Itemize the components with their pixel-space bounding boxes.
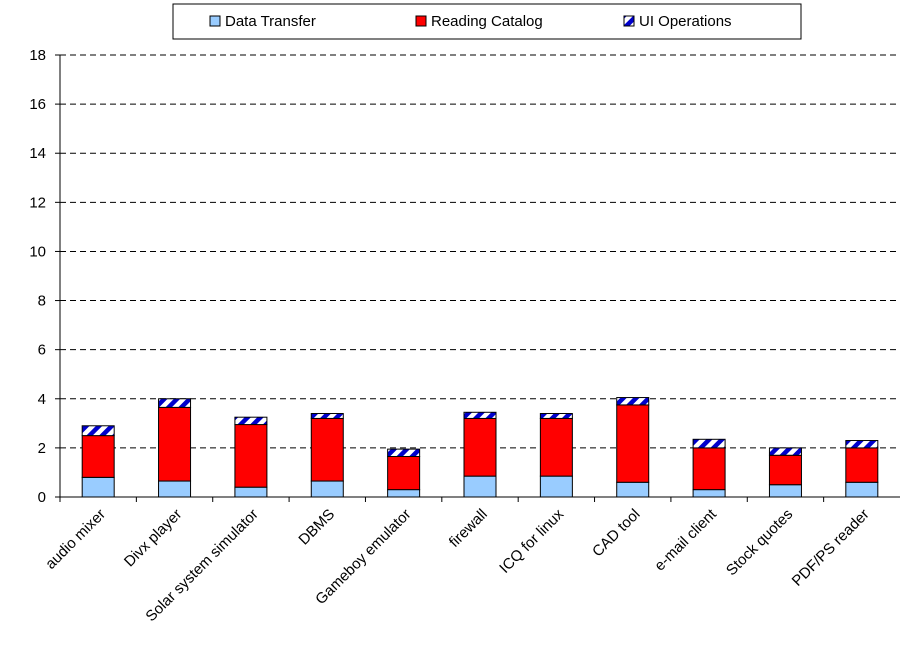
bar-segment-reading-catalog-2 <box>234 424 268 488</box>
axes <box>59 55 900 498</box>
x-category-label: firewall <box>446 506 491 551</box>
y-tick-label: 18 <box>29 47 46 64</box>
y-tick-label: 14 <box>29 145 46 162</box>
bar-segment-ui-operations-8 <box>692 438 726 449</box>
x-category-label: DBMS <box>295 506 338 549</box>
x-category-label: audio mixer <box>42 506 109 573</box>
bar-segment-ui-operations-3 <box>310 413 344 419</box>
y-tick-label: 10 <box>29 243 46 260</box>
bar-segment-data-transfer-6 <box>539 475 573 498</box>
bar-segment-ui-operations-10 <box>845 440 879 449</box>
bar-segment-data-transfer-3 <box>310 480 344 498</box>
legend-label: Data Transfer <box>225 13 316 30</box>
bar-segment-data-transfer-8 <box>692 489 726 498</box>
bar-segment-data-transfer-9 <box>768 484 802 498</box>
bar-segment-ui-operations-1 <box>158 398 192 408</box>
legend-swatch-data-transfer <box>209 15 221 27</box>
x-category-label: ICQ for linux <box>496 505 567 576</box>
bar-segment-data-transfer-2 <box>234 486 268 498</box>
legend-label: UI Operations <box>639 13 732 30</box>
x-category-label: PDF/PS reader <box>789 506 873 590</box>
x-category-label: Divx player <box>121 506 185 570</box>
bar-segment-data-transfer-7 <box>616 481 650 498</box>
bar-segment-reading-catalog-6 <box>539 417 573 477</box>
bar-segment-reading-catalog-8 <box>692 447 726 491</box>
legend-swatch-reading-catalog <box>415 15 427 27</box>
bar-segment-reading-catalog-7 <box>616 404 650 483</box>
bar-segment-reading-catalog-4 <box>387 455 421 491</box>
bar-segment-ui-operations-7 <box>616 397 650 406</box>
x-category-label: e-mail client <box>651 505 720 574</box>
bar-segment-reading-catalog-3 <box>310 417 344 482</box>
bar-segment-data-transfer-0 <box>81 476 115 498</box>
bar-segment-data-transfer-1 <box>158 480 192 498</box>
legend-swatch-ui-operations <box>623 15 635 27</box>
y-tick-label: 2 <box>38 440 46 457</box>
bars <box>59 397 879 502</box>
y-tick-label: 6 <box>38 342 46 359</box>
y-tick-label: 12 <box>29 194 46 211</box>
bar-segment-reading-catalog-10 <box>845 447 879 483</box>
bar-segment-data-transfer-10 <box>845 481 879 498</box>
y-tick-label: 16 <box>29 96 46 113</box>
x-category-label: CAD tool <box>589 506 643 560</box>
bar-segment-data-transfer-5 <box>463 475 497 498</box>
y-axis-ticks: 0 2 4 6 8 10 12 14 16 18 <box>29 47 60 506</box>
bar-segment-reading-catalog-1 <box>158 406 192 482</box>
x-category-label: Stock quotes <box>723 506 796 579</box>
y-tick-label: 0 <box>38 489 46 506</box>
y-tick-label: 8 <box>38 293 46 310</box>
bar-segment-data-transfer-4 <box>387 489 421 498</box>
bar-segment-reading-catalog-0 <box>81 435 115 478</box>
bar-segment-ui-operations-2 <box>234 416 268 426</box>
bar-segment-ui-operations-6 <box>539 413 573 419</box>
legend-label: Reading Catalog <box>431 13 543 30</box>
legend-box <box>172 3 802 40</box>
bar-segment-ui-operations-4 <box>387 448 421 457</box>
bar-segment-reading-catalog-9 <box>768 454 802 486</box>
y-tick-label: 4 <box>38 391 46 408</box>
bar-segment-ui-operations-0 <box>81 425 115 437</box>
gridlines <box>60 54 900 449</box>
bar-segment-reading-catalog-5 <box>463 417 497 477</box>
legend: Data Transfer Reading Catalog UI Operation… <box>172 3 802 40</box>
bar-segment-ui-operations-5 <box>463 411 497 419</box>
bar-segment-ui-operations-9 <box>768 447 802 456</box>
